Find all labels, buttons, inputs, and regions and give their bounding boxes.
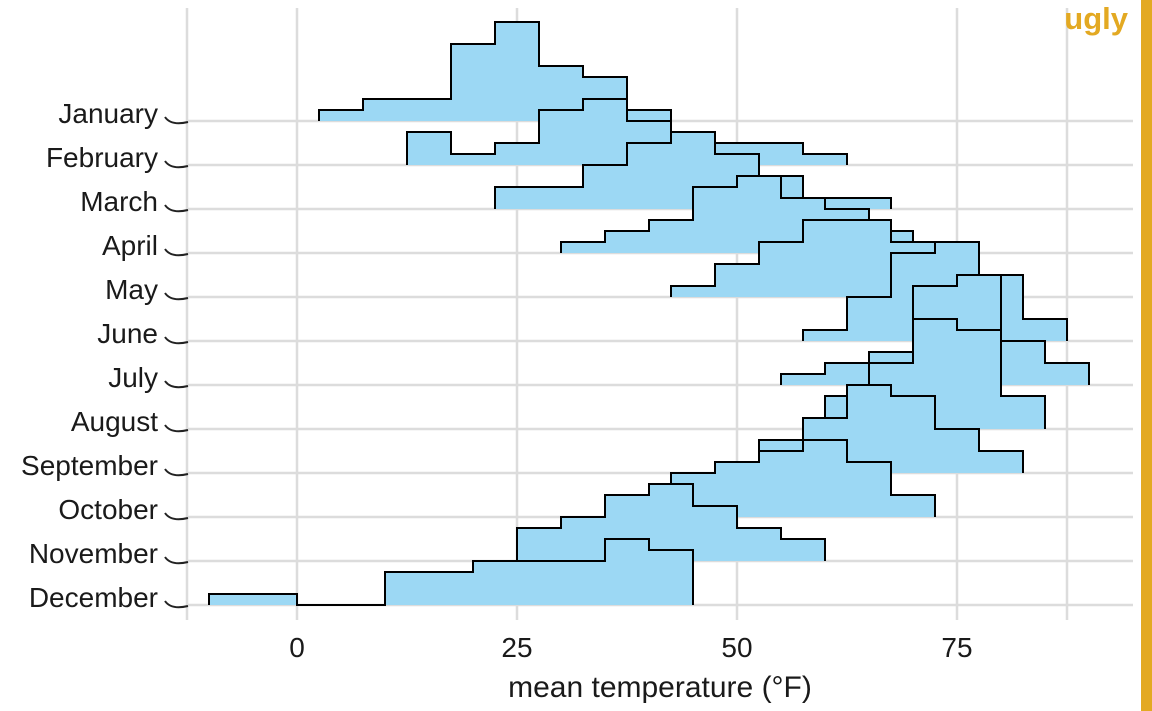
month-axis-tick [164, 336, 189, 345]
month-label-september: September [21, 450, 158, 481]
month-axis-tick [164, 512, 189, 521]
month-label-november: November [29, 538, 158, 569]
histogram-january [318, 21, 672, 121]
month-axis-tick [164, 204, 189, 213]
month-label-january: January [58, 98, 158, 129]
month-axis-tick [164, 424, 189, 433]
month-axis-tick [164, 556, 189, 565]
x-axis-title: mean temperature (°F) [508, 671, 812, 704]
month-axis-tick [164, 248, 189, 257]
month-label-march: March [80, 186, 158, 217]
month-axis-tick [164, 160, 189, 169]
x-tick-label: 25 [501, 632, 532, 663]
month-axis-tick [164, 380, 189, 389]
month-label-april: April [102, 230, 158, 261]
month-label-august: August [71, 406, 158, 437]
ugly-border [1141, 0, 1152, 711]
ugly-annotation: ugly [1064, 1, 1128, 36]
month-axis-tick [164, 292, 189, 301]
x-tick-label: 50 [721, 632, 752, 663]
month-axis-tick [164, 600, 189, 609]
month-label-february: February [46, 142, 158, 173]
x-tick-label: 0 [289, 632, 305, 663]
histogram-december [208, 538, 694, 606]
month-label-july: July [108, 362, 158, 393]
month-label-october: October [58, 494, 158, 525]
x-tick-label: 75 [941, 632, 972, 663]
month-axis-tick [164, 468, 189, 477]
month-label-june: June [97, 318, 158, 349]
histogram-november [516, 483, 826, 561]
month-axis-tick [164, 116, 189, 125]
histogram-february [406, 98, 848, 165]
month-label-may: May [105, 274, 158, 305]
month-label-december: December [29, 582, 158, 613]
